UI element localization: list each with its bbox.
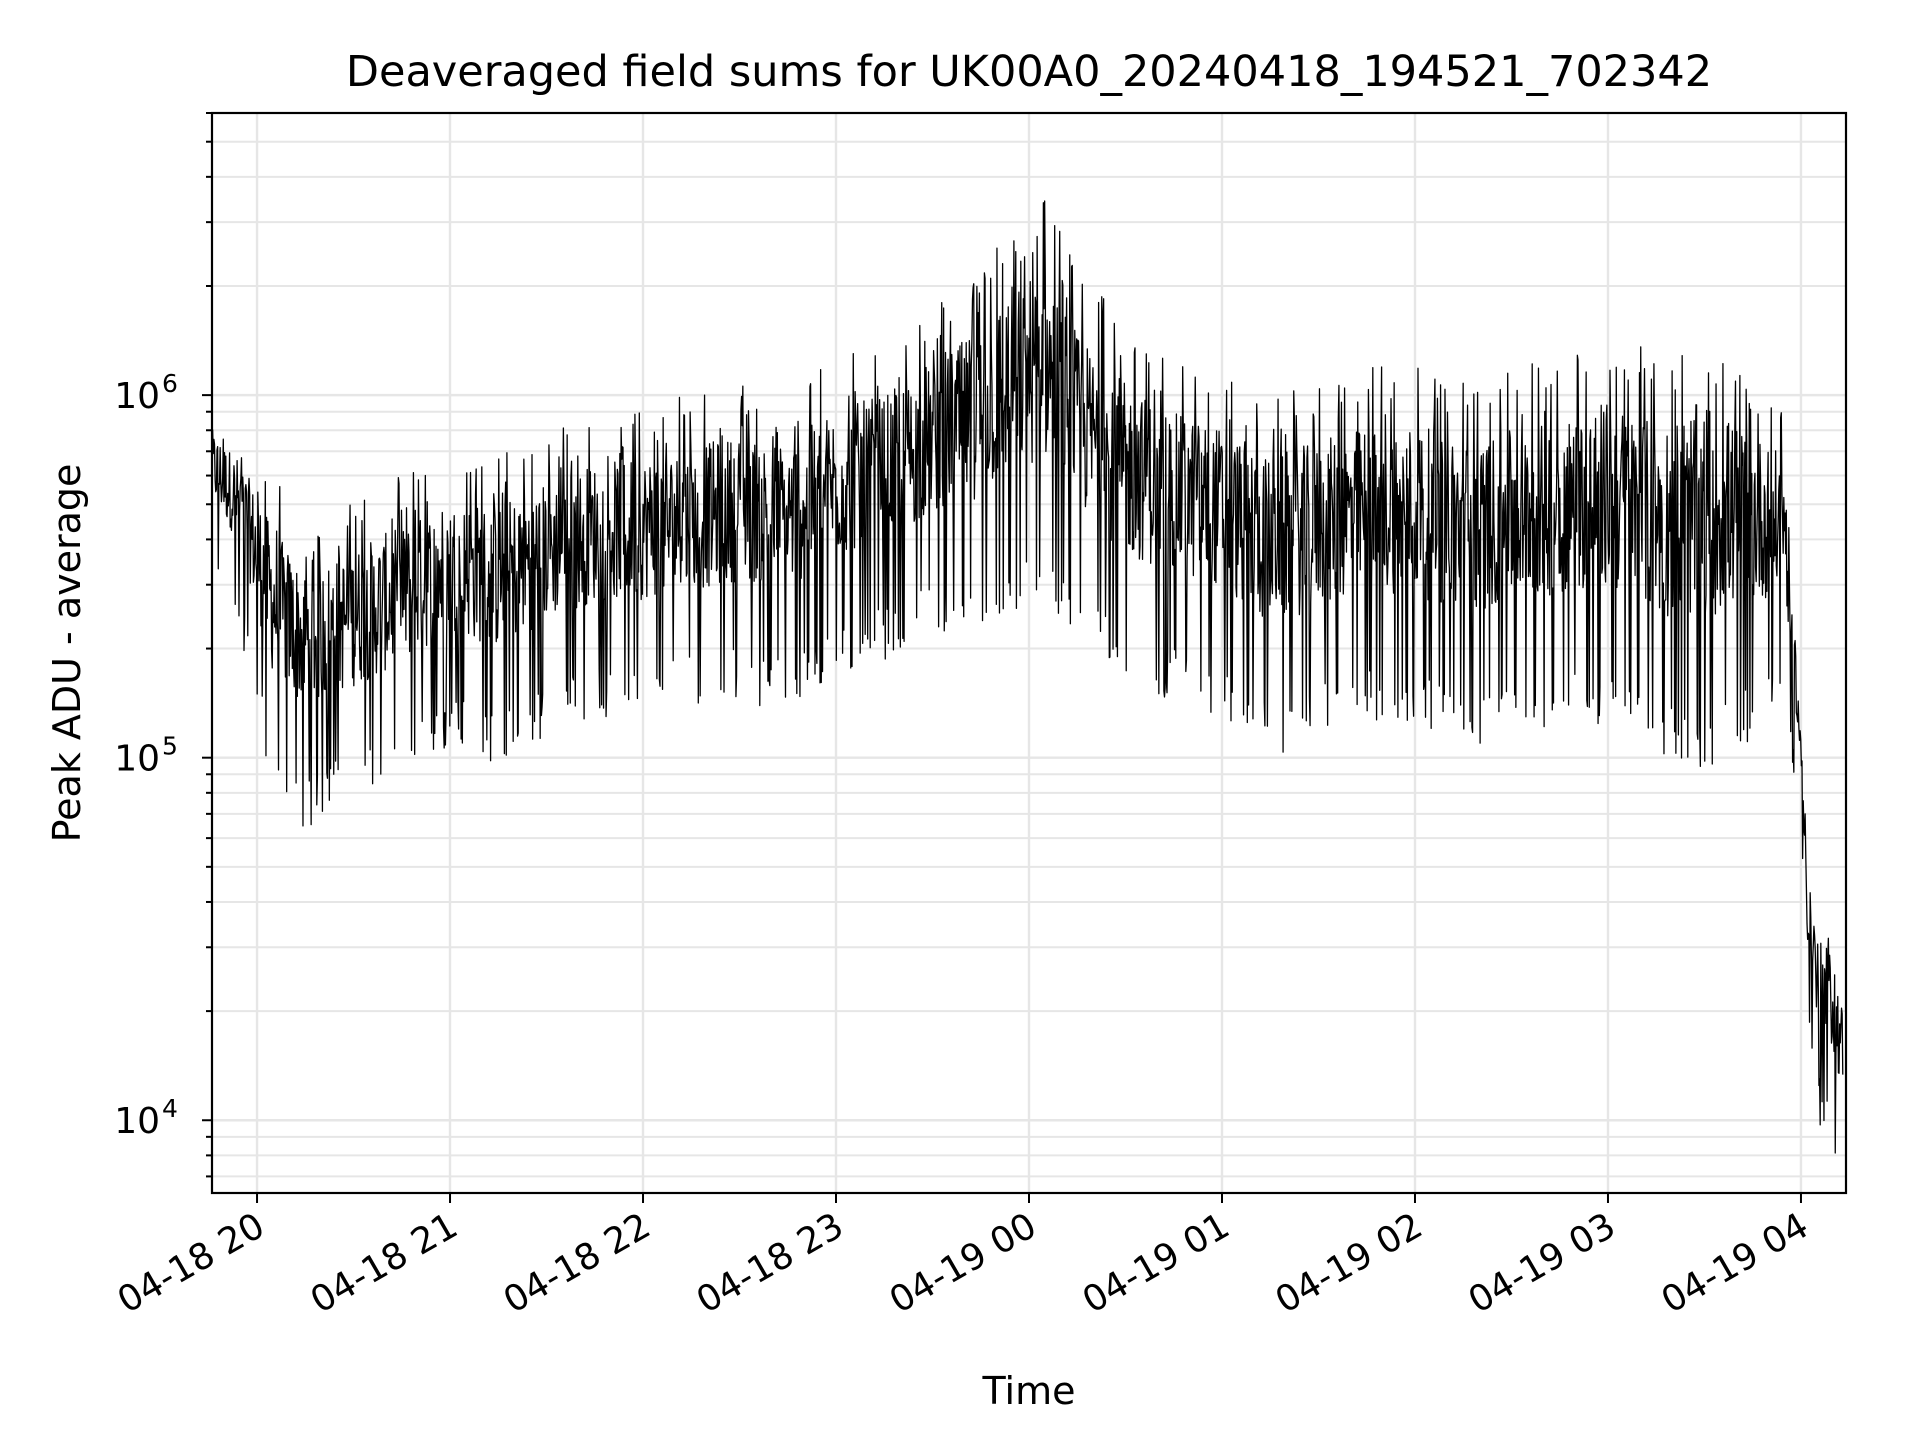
y-tick-label: 10 — [114, 1101, 160, 1142]
y-tick-label-exponent: 4 — [162, 1094, 178, 1123]
grid-layer — [212, 112, 1846, 1193]
series-line — [211, 200, 1844, 1154]
x-axis-label: Time — [982, 1369, 1076, 1413]
y-tick-label: 10 — [114, 739, 160, 780]
y-tick-label-exponent: 5 — [162, 732, 178, 761]
y-axis-label: Peak ADU - average — [45, 464, 89, 843]
y-tick-label: 10 — [114, 376, 160, 417]
chart-title: Deaveraged field sums for UK00A0_2024041… — [346, 47, 1712, 97]
y-tick-label-exponent: 6 — [162, 369, 178, 398]
data-layer — [211, 200, 1844, 1154]
